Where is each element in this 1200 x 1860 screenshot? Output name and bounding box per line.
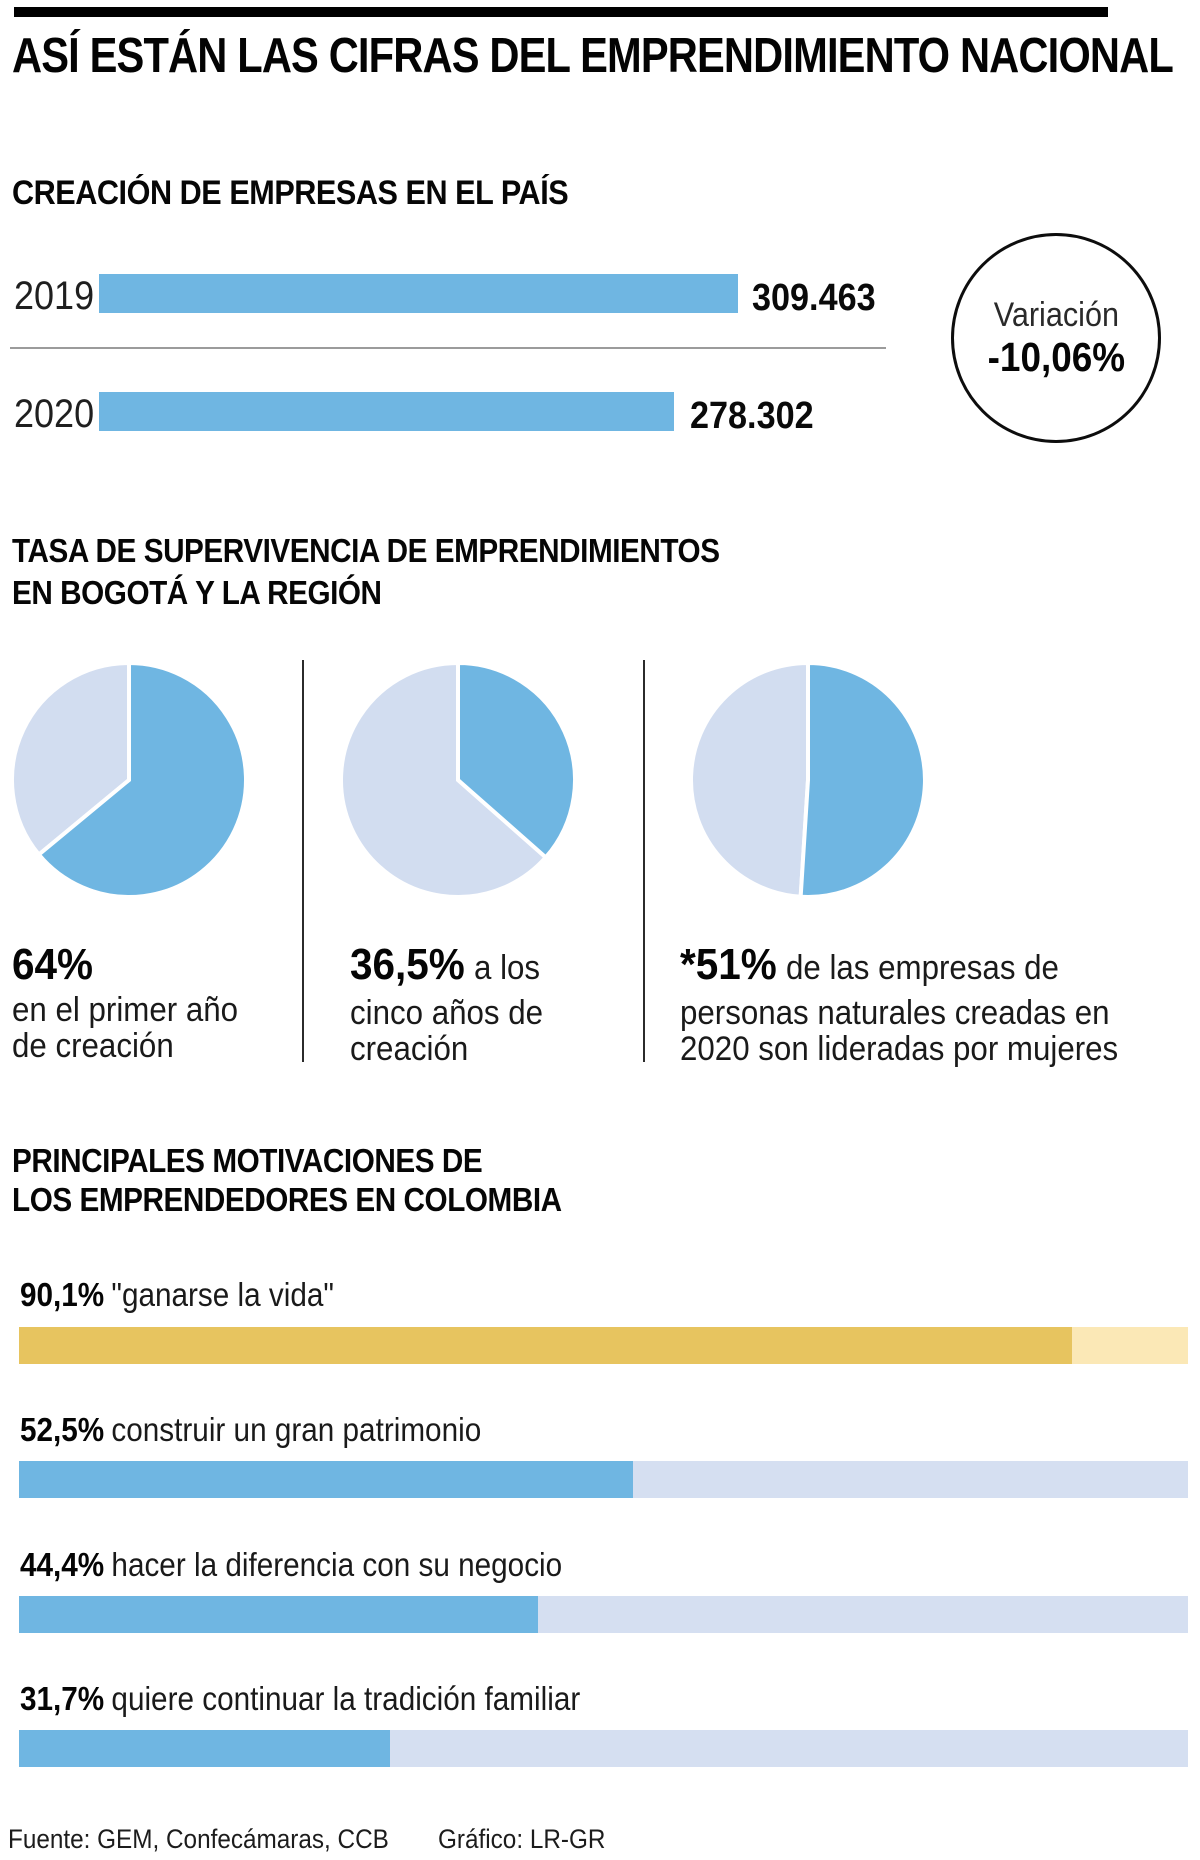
pie-caption-line: personas naturales creadas en: [680, 994, 1110, 1032]
motivation-text: hacer la diferencia con su negocio: [111, 1546, 563, 1583]
motivation-value: 31,7%: [20, 1680, 105, 1717]
section-heading-creation: CREACIÓN DE EMPRESAS EN EL PAÍS: [12, 174, 569, 212]
motivation-label-4: 31,7% quiere continuar la tradición famil…: [20, 1680, 580, 1718]
bar-value-2019: 309.463: [752, 277, 876, 319]
motivations-heading-line1: PRINCIPALES MOTIVACIONES DE: [12, 1142, 483, 1179]
column-divider-1: [302, 660, 304, 1062]
motivation-label-1: 90,1% "ganarse la vida": [20, 1276, 334, 1314]
motivation-bar-fill: [19, 1461, 633, 1498]
variation-badge: Variación -10,06%: [951, 233, 1161, 443]
survival-heading-line2: EN BOGOTÁ Y LA REGIÓN: [12, 574, 382, 611]
bar-value-2020: 278.302: [690, 395, 814, 437]
motivations-heading-line2: LOS EMPRENDEDORES EN COLOMBIA: [12, 1181, 562, 1218]
pie-caption-line: en el primer año: [12, 991, 239, 1029]
pie-caption-line: creación: [350, 1030, 469, 1068]
motivation-bar-fill: [19, 1730, 390, 1767]
motivation-text: construir un gran patrimonio: [111, 1411, 482, 1448]
pie-value: *51%: [680, 940, 777, 989]
pie-caption-first-year: 64% en el primer año de creación: [12, 938, 238, 1064]
pie-caption-women-led: *51% de las empresas de personas naturale…: [680, 938, 1118, 1067]
motivation-value: 44,4%: [20, 1546, 105, 1583]
pie-value: 36,5%: [350, 940, 465, 989]
motivation-bar-2: [19, 1461, 1188, 1498]
pie-caption-line: 2020 son lideradas por mujeres: [680, 1030, 1119, 1068]
pie-chart-five-years: [338, 660, 578, 900]
section-heading-motivations: PRINCIPALES MOTIVACIONES DE LOS EMPRENDE…: [12, 1141, 562, 1219]
bar-separator-line: [10, 347, 886, 349]
motivation-bar-4: [19, 1730, 1188, 1767]
section-heading-survival: TASA DE SUPERVIVENCIA DE EMPRENDIMIENTOS…: [12, 530, 720, 614]
motivation-bar-3: [19, 1596, 1188, 1633]
pie-suffix: de las empresas de: [785, 949, 1059, 987]
survival-heading-line1: TASA DE SUPERVIVENCIA DE EMPRENDIMIENTOS: [12, 532, 720, 569]
pie-suffix: a los: [473, 949, 541, 987]
column-divider-2: [643, 660, 645, 1062]
bar-year-label-2019: 2019: [14, 274, 95, 318]
motivation-bar-fill: [19, 1327, 1073, 1364]
footer-credit: Gráfico: LR-GR: [438, 1824, 606, 1854]
motivation-bar-fill: [19, 1596, 539, 1633]
pie-chart-women-led: [688, 660, 928, 900]
bar-2020: [99, 392, 674, 431]
motivation-bar-1: [19, 1327, 1188, 1364]
bar-year-label-2020: 2020: [14, 392, 95, 436]
motivation-value: 90,1%: [20, 1276, 105, 1313]
top-rule: [14, 7, 1108, 17]
pie-caption-line: cinco años de: [350, 994, 544, 1032]
variation-label: Variación: [993, 296, 1119, 334]
motivation-label-3: 44,4% hacer la diferencia con su negocio: [20, 1546, 562, 1584]
motivation-text: "ganarse la vida": [111, 1276, 334, 1313]
motivation-text: quiere continuar la tradición familiar: [111, 1680, 581, 1717]
pie-value: 64%: [12, 940, 94, 989]
pie-caption-five-years: 36,5% a los cinco años de creación: [350, 938, 543, 1067]
pie-caption-line: de creación: [12, 1027, 174, 1065]
footer-source: Fuente: GEM, Confecámaras, CCB: [8, 1824, 389, 1854]
motivation-value: 52,5%: [20, 1411, 105, 1448]
bar-2019: [99, 274, 738, 313]
page-title: ASÍ ESTÁN LAS CIFRAS DEL EMPRENDIMIENTO …: [12, 29, 1174, 83]
variation-value: -10,06%: [987, 334, 1125, 380]
motivation-label-2: 52,5% construir un gran patrimonio: [20, 1411, 481, 1449]
pie-chart-first-year: [9, 660, 249, 900]
